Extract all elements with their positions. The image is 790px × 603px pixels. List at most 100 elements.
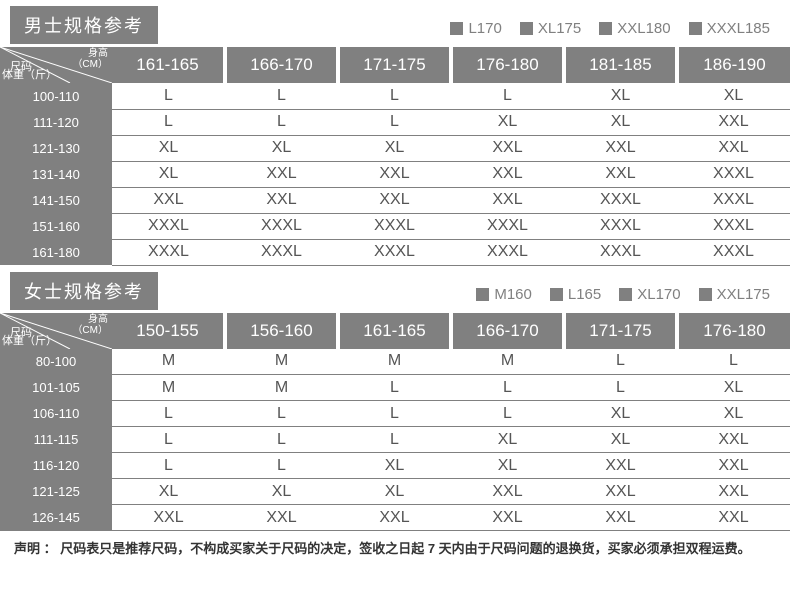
- data-cell: XXXL: [451, 239, 564, 265]
- column-header: 181-185: [564, 47, 677, 83]
- column-header: 171-175: [338, 47, 451, 83]
- legend-swatch: [520, 22, 533, 35]
- column-header: 176-180: [677, 313, 790, 349]
- table-row: 101-105MMLLLXL: [0, 375, 790, 401]
- data-cell: XXL: [338, 161, 451, 187]
- table-row: 121-130XLXLXLXXLXXLXXL: [0, 135, 790, 161]
- data-cell: XXL: [564, 161, 677, 187]
- legend-label: L165: [568, 286, 601, 303]
- data-cell: L: [225, 109, 338, 135]
- legend-swatch: [699, 288, 712, 301]
- corner-height-label: 身高（CM）: [72, 314, 108, 336]
- data-cell: XXXL: [677, 239, 790, 265]
- data-cell: L: [338, 427, 451, 453]
- data-cell: XXL: [564, 479, 677, 505]
- row-header: 161-180: [0, 239, 112, 265]
- corner-weight-label: 体重（斤）: [2, 332, 57, 348]
- legend-swatch: [476, 288, 489, 301]
- data-cell: XL: [451, 453, 564, 479]
- column-header: 156-160: [225, 313, 338, 349]
- male-size-table: 身高（CM） 尺码 体重（斤）161-165166-170171-175176-…: [0, 47, 790, 266]
- data-cell: XL: [112, 161, 225, 187]
- row-header: 121-125: [0, 479, 112, 505]
- data-cell: XXL: [225, 161, 338, 187]
- data-cell: L: [112, 401, 225, 427]
- data-cell: XXL: [451, 505, 564, 531]
- data-cell: L: [564, 349, 677, 375]
- data-cell: XXL: [225, 505, 338, 531]
- data-cell: XXL: [451, 187, 564, 213]
- legend-item: XXL180: [599, 20, 670, 37]
- data-cell: XXL: [564, 453, 677, 479]
- table-row: 111-115LLLXLXLXXL: [0, 427, 790, 453]
- column-header: 186-190: [677, 47, 790, 83]
- legend-label: XL175: [538, 20, 581, 37]
- legend-item: L170: [450, 20, 501, 37]
- data-cell: L: [225, 427, 338, 453]
- data-cell: XXL: [112, 187, 225, 213]
- data-cell: XL: [451, 427, 564, 453]
- table-row: 131-140XLXXLXXLXXLXXLXXXL: [0, 161, 790, 187]
- data-cell: XL: [564, 83, 677, 109]
- data-cell: L: [338, 401, 451, 427]
- table-row: 111-120LLLXLXLXXL: [0, 109, 790, 135]
- data-cell: XXL: [338, 505, 451, 531]
- table-row: 80-100MMMMLL: [0, 349, 790, 375]
- data-cell: XL: [112, 135, 225, 161]
- table-row: 116-120LLXLXLXXLXXL: [0, 453, 790, 479]
- legend-label: XL170: [637, 286, 680, 303]
- data-cell: L: [225, 83, 338, 109]
- row-header: 80-100: [0, 349, 112, 375]
- legend-label: XXXL185: [707, 20, 770, 37]
- data-cell: L: [451, 375, 564, 401]
- table-row: 151-160XXXLXXXLXXXLXXXLXXXLXXXL: [0, 213, 790, 239]
- data-cell: L: [112, 427, 225, 453]
- corner-cell: 身高（CM） 尺码 体重（斤）: [0, 313, 112, 349]
- row-header: 111-120: [0, 109, 112, 135]
- legend-item: XXL175: [699, 286, 770, 303]
- data-cell: XXXL: [112, 213, 225, 239]
- data-cell: XXL: [564, 135, 677, 161]
- corner-height-label: 身高（CM）: [72, 48, 108, 70]
- data-cell: L: [451, 83, 564, 109]
- data-cell: M: [112, 375, 225, 401]
- data-cell: XL: [225, 135, 338, 161]
- legend-label: XXL175: [717, 286, 770, 303]
- row-header: 131-140: [0, 161, 112, 187]
- disclaimer-text: 声明 ： 尺码表只是推荐尺码，不构成买家关于尺码的决定，签收之日起 7 天内由于…: [0, 531, 790, 567]
- data-cell: M: [451, 349, 564, 375]
- data-cell: XXL: [677, 135, 790, 161]
- table-row: 141-150XXLXXLXXLXXLXXXLXXXL: [0, 187, 790, 213]
- data-cell: XXL: [338, 187, 451, 213]
- column-header: 150-155: [112, 313, 225, 349]
- data-cell: XXL: [677, 479, 790, 505]
- data-cell: XXXL: [564, 239, 677, 265]
- legend-swatch: [450, 22, 463, 35]
- data-cell: XXXL: [564, 213, 677, 239]
- data-cell: L: [564, 375, 677, 401]
- legend-swatch: [550, 288, 563, 301]
- data-cell: XL: [338, 453, 451, 479]
- legend-label: M160: [494, 286, 532, 303]
- data-cell: XXXL: [451, 213, 564, 239]
- data-cell: XXXL: [677, 213, 790, 239]
- data-cell: XXL: [677, 453, 790, 479]
- data-cell: XL: [677, 401, 790, 427]
- data-cell: XL: [677, 375, 790, 401]
- data-cell: XXL: [112, 505, 225, 531]
- legend-label: L170: [468, 20, 501, 37]
- data-cell: L: [677, 349, 790, 375]
- female-section-title: 女士规格参考: [10, 272, 158, 310]
- data-cell: XXL: [451, 161, 564, 187]
- data-cell: XL: [564, 427, 677, 453]
- data-cell: XL: [225, 479, 338, 505]
- data-cell: XL: [338, 135, 451, 161]
- legend-item: XL170: [619, 286, 680, 303]
- data-cell: XXXL: [225, 239, 338, 265]
- row-header: 116-120: [0, 453, 112, 479]
- data-cell: XXL: [677, 427, 790, 453]
- column-header: 171-175: [564, 313, 677, 349]
- data-cell: L: [338, 83, 451, 109]
- data-cell: XXL: [677, 505, 790, 531]
- data-cell: M: [112, 349, 225, 375]
